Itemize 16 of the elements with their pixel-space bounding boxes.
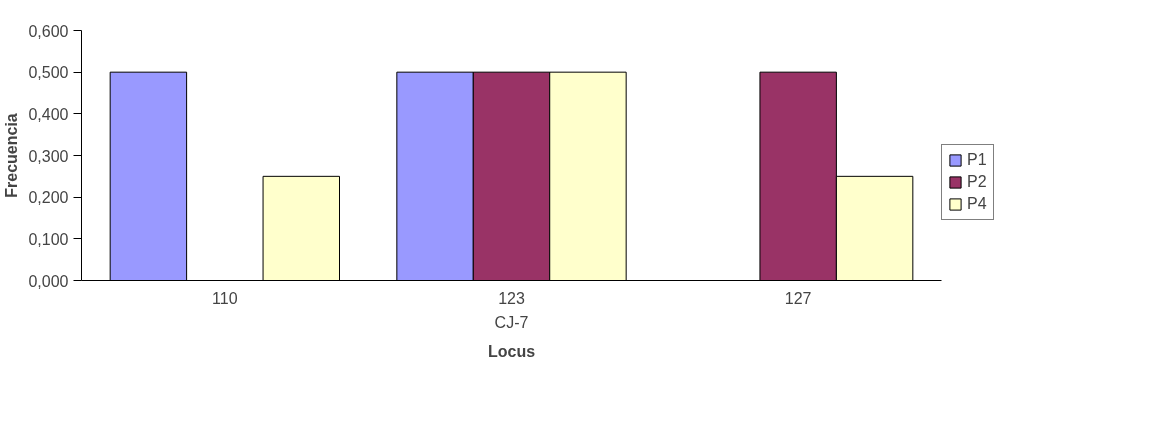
y-tick-label: 0,000 bbox=[28, 272, 69, 290]
y-tick-label: 0,100 bbox=[28, 230, 69, 248]
y-tick-label: 0,600 bbox=[28, 22, 69, 40]
y-tick-label: 0,200 bbox=[28, 189, 69, 207]
x-tick-label: 123 bbox=[498, 289, 525, 307]
text: CJ-7 bbox=[494, 313, 529, 331]
legend-label: P4 bbox=[967, 195, 987, 213]
y-tick-label: 0,500 bbox=[28, 64, 69, 82]
y-tick-label: 0,400 bbox=[28, 105, 69, 123]
x-tick-label: 110 bbox=[212, 289, 238, 307]
y-tick-label: 0,300 bbox=[28, 147, 69, 165]
legend-label: P2 bbox=[967, 173, 987, 191]
y-axis-title: Frecuencia bbox=[3, 113, 21, 198]
legend-label: P1 bbox=[967, 151, 987, 169]
x-axis-title: Locus bbox=[487, 342, 536, 360]
x-tick-label: 127 bbox=[784, 289, 812, 307]
